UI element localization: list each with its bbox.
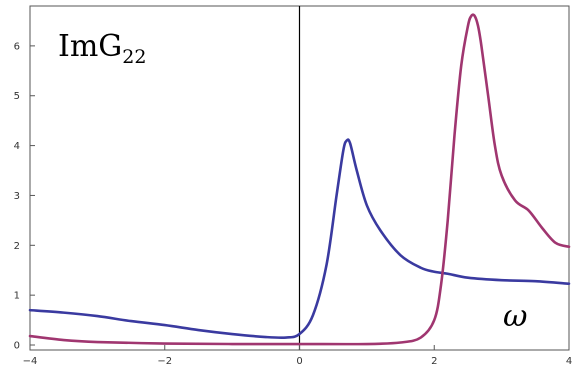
y-tick-label: 5 bbox=[14, 91, 20, 102]
x-tick-label: 2 bbox=[431, 356, 437, 367]
chart-title-subscript: 22 bbox=[122, 46, 146, 68]
y-tick-label: 2 bbox=[14, 241, 20, 252]
x-tick-label: 0 bbox=[296, 356, 302, 367]
x-tick-label: 4 bbox=[566, 356, 572, 367]
y-tick-label: 3 bbox=[14, 191, 20, 202]
x-axis-label: ω bbox=[503, 299, 527, 334]
chart-title-main: ImG bbox=[58, 29, 122, 64]
tick-layer: −4 −2 0 2 4 0 1 2 3 4 5 6 bbox=[14, 41, 573, 367]
y-tick-label: 0 bbox=[14, 341, 20, 352]
series-line-2 bbox=[28, 13, 571, 346]
y-tick-label: 1 bbox=[14, 291, 20, 302]
y-tick-label: 4 bbox=[14, 141, 20, 152]
y-tick-label: 6 bbox=[14, 41, 20, 52]
chart-title: ImG22 bbox=[58, 29, 146, 68]
x-tick-label: −2 bbox=[157, 356, 172, 367]
series-layer bbox=[28, 13, 571, 346]
x-tick-label: −4 bbox=[23, 356, 38, 367]
